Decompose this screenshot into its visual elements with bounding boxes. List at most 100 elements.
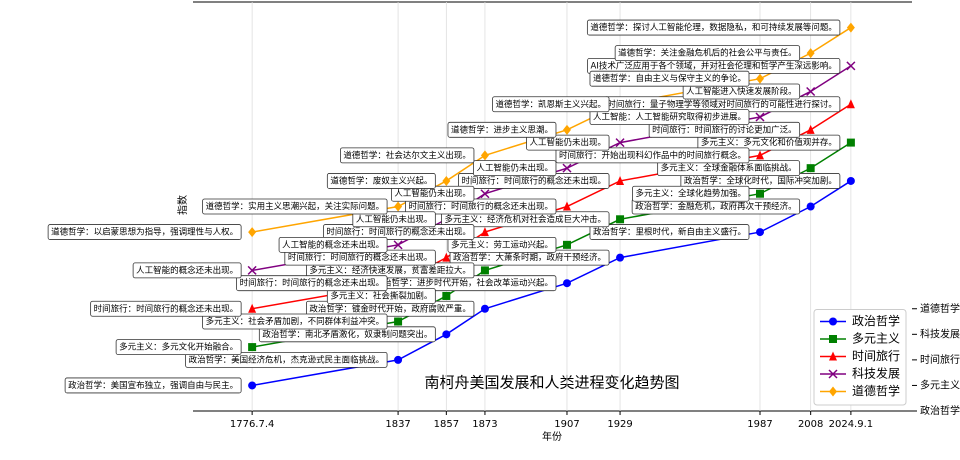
annotation-text: 政治哲学：镀金时代开始，政府腐败严重。	[309, 303, 471, 314]
annotation-box	[47, 224, 242, 240]
marker	[846, 176, 855, 185]
annotation-text: 道德哲学：关注金融危机后的社会公平与责任。	[618, 48, 797, 59]
marker	[247, 265, 257, 275]
annotation: 时间旅行：时间旅行的概念还未出现。	[236, 275, 388, 292]
annotation-box	[326, 173, 436, 189]
annotation-box	[202, 313, 388, 330]
annotation-text: 时间旅行：时间旅行的概念还未出现。	[94, 303, 239, 314]
marker	[755, 73, 764, 84]
annotation-box	[589, 109, 750, 125]
annotation-text: 道德哲学：进步主义思潮。	[451, 124, 553, 135]
annotation: 多元主义：劳工运动兴起。	[447, 236, 557, 253]
annotation: 人工智能仍未出现。	[526, 134, 610, 151]
marker	[394, 317, 403, 326]
annotation-text: 政治哲学：进步时代开始，社会改革运动兴起。	[374, 278, 553, 289]
annotation-text: 时间旅行：时间旅行的概念还未出现。	[288, 252, 433, 263]
annotation-box	[447, 236, 557, 253]
annotation-text: 政治哲学：大萧条时期，政府干预经济。	[453, 252, 606, 263]
annotation-box	[614, 45, 801, 62]
annotation: 多元主义：社会矛盾加剧，不同群体利益冲突。	[202, 313, 388, 330]
marker	[616, 175, 625, 185]
marker	[616, 253, 625, 262]
annotation-text: 人工智能进入快速发展阶段。	[686, 86, 797, 97]
annotation-text: 多元主义：社会矛盾加剧，不同群体利益冲突。	[206, 316, 385, 327]
annotation-box	[185, 351, 388, 368]
annotation-text: 道德哲学：凯恩斯主义兴起。	[496, 99, 607, 110]
legend-text: 道德哲学	[852, 383, 900, 398]
annotation: 时间旅行：开始出现科幻作品中的时间旅行概念。	[555, 147, 750, 164]
annotation-box	[555, 147, 750, 164]
x-tick-label: 1987	[747, 419, 772, 430]
marker	[755, 189, 764, 198]
marker	[248, 343, 257, 352]
annotation: 多元主义：经济危机对社会造成巨大冲击。	[441, 211, 610, 228]
annotation: 道德哲学：探讨人工智能伦理，数据隐私，和可持续发展等问题。	[586, 19, 841, 36]
x-tick-label: 2008	[798, 419, 823, 430]
marker	[755, 150, 764, 160]
marker	[248, 303, 257, 313]
legend-marker	[828, 369, 838, 379]
marker	[616, 215, 625, 224]
x-tick-label: 1776.7.4	[230, 419, 275, 430]
annotation: 道德哲学：以启蒙思想为指导，强调理性与人权。	[47, 224, 242, 240]
annotation: 人工智能仍未出现。	[391, 185, 475, 202]
annotation-text: 多元主义：经济快速发展，贫富差距拉大。	[309, 265, 471, 276]
annotation-text: 政治哲学：全球化时代，国际冲突加剧。	[684, 175, 837, 186]
annotation-box	[352, 211, 436, 228]
annotation-text: 时间旅行：时间旅行的概念还未出现。	[240, 278, 385, 289]
y-axis-label: 指数	[176, 195, 189, 215]
legend-marker	[829, 317, 837, 326]
marker	[480, 227, 489, 237]
annotation-text: 道德哲学：以启蒙思想为指导，强调理性与人权。	[51, 227, 238, 238]
annotation-text: 政治哲学：金融危机，政府再次干预经济。	[635, 201, 797, 212]
annotation-box	[473, 160, 557, 177]
marker	[442, 330, 451, 339]
annotation-text: 人工智能仍未出现。	[394, 188, 471, 199]
x-tick-label: 1873	[472, 419, 497, 430]
annotation: 时间旅行：时间旅行的概念还未出现。	[405, 198, 557, 215]
annotation-text: 政治哲学：美国宣布独立，强调自由与民主。	[68, 380, 238, 391]
marker	[248, 381, 257, 390]
legend-marker	[829, 335, 837, 343]
annotation-text: 人工智能仍未出现。	[530, 137, 607, 148]
x-tick-label: 1929	[607, 419, 632, 430]
marker	[806, 164, 815, 173]
marker	[846, 138, 855, 147]
annotation-text: 多元主义：社会撕裂加剧。	[330, 290, 432, 301]
annotation-text: 人工智能的概念还未出现。	[136, 265, 238, 276]
marker	[442, 252, 451, 262]
marker	[480, 304, 489, 313]
annotation-text: 时间旅行：时间旅行的概念还未出现。	[462, 175, 607, 186]
annotation: 政治哲学：镀金时代开始，政府腐败严重。	[306, 300, 475, 317]
annotation: 政治哲学：美国经济危机，杰克逊式民主面临挑战。	[185, 351, 388, 368]
annotation-box	[526, 134, 610, 151]
annotation: 人工智能仍未出现。	[473, 160, 557, 177]
marker	[480, 150, 489, 161]
y-tick-label: 道德哲学	[920, 302, 960, 315]
marker	[480, 189, 490, 199]
marker	[615, 138, 625, 148]
annotation-box	[586, 19, 841, 36]
annotation-text: 时间旅行：时间旅行的概念还未出现。	[326, 227, 471, 238]
legend-marker	[829, 351, 837, 361]
marker	[562, 279, 571, 288]
annotation-text: 道德哲学：社会达尔文主义出现。	[343, 150, 471, 161]
annotation-box	[202, 198, 388, 215]
legend-box	[813, 309, 907, 406]
annotation-text: 多元主义：全球化趋势加强。	[635, 188, 746, 199]
annotation: 道德哲学：凯恩斯主义兴起。	[492, 96, 610, 113]
annotation-box	[64, 377, 242, 394]
annotation-text: 时间旅行：时间旅行的讨论更加广泛。	[652, 124, 797, 135]
annotation-text: 政治哲学：里根时代，新自由主义盛行。	[593, 227, 746, 238]
marker	[846, 22, 855, 33]
marker	[806, 202, 815, 211]
annotation-box	[278, 236, 388, 253]
annotation: 道德哲学：社会达尔文主义出现。	[340, 147, 475, 164]
annotation-box	[447, 121, 557, 138]
annotation-text: 人工智能的概念还未出现。	[282, 239, 384, 250]
legend-text: 科技发展	[852, 366, 900, 381]
marker	[393, 240, 403, 250]
marker	[846, 99, 855, 109]
annotation: 政治哲学：里根时代，新自由主义盛行。	[589, 224, 750, 240]
